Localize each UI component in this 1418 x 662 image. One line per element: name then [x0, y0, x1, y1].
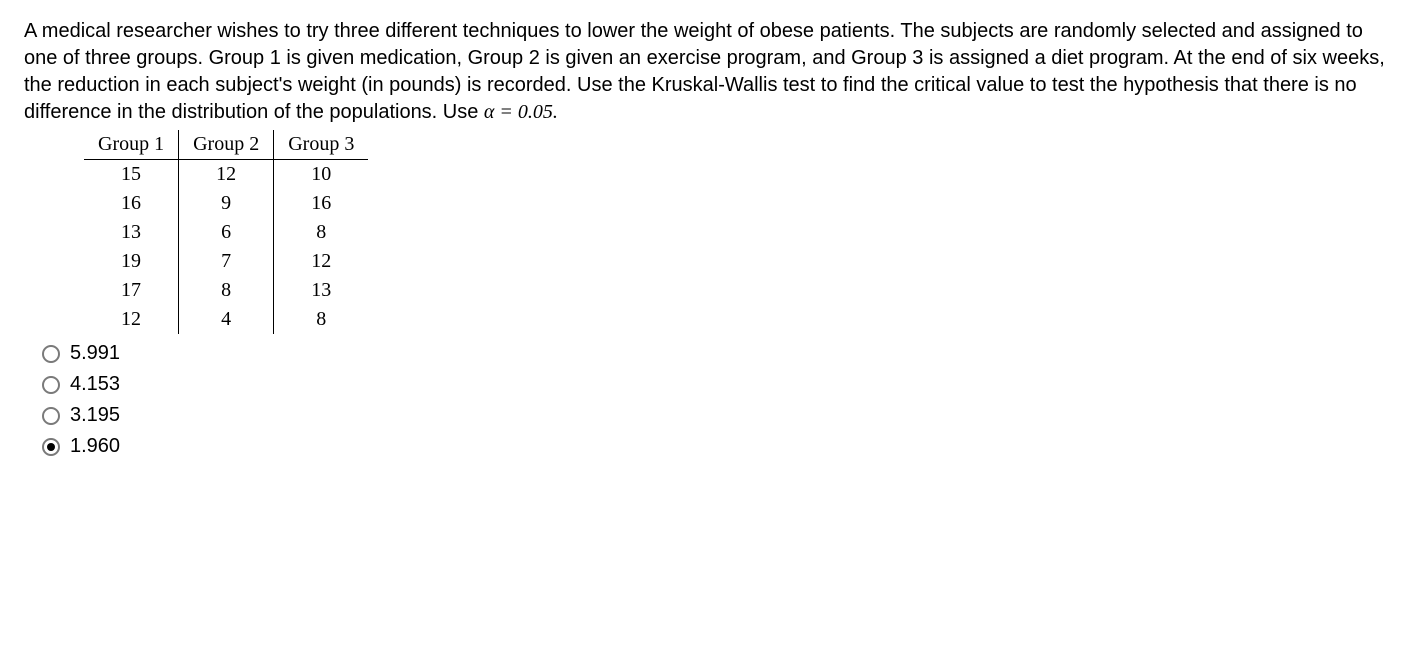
option-2[interactable]: 4.153: [42, 371, 1394, 398]
option-label: 5.991: [70, 340, 120, 367]
table-row: 16 9 16: [84, 189, 368, 218]
data-table: Group 1 Group 2 Group 3 15 12 10 16 9 16…: [84, 130, 368, 334]
option-3[interactable]: 3.195: [42, 402, 1394, 429]
option-label: 4.153: [70, 371, 120, 398]
table-row: 19 7 12: [84, 247, 368, 276]
radio-icon[interactable]: [42, 376, 60, 394]
option-label: 3.195: [70, 402, 120, 429]
table-body: 15 12 10 16 9 16 13 6 8 19 7 12 17 8 13 …: [84, 160, 368, 335]
table-row: 12 4 8: [84, 305, 368, 334]
option-4[interactable]: 1.960: [42, 433, 1394, 460]
option-label: 1.960: [70, 433, 120, 460]
answer-options: 5.991 4.153 3.195 1.960: [42, 340, 1394, 460]
radio-icon[interactable]: [42, 438, 60, 456]
radio-icon[interactable]: [42, 345, 60, 363]
col-header: Group 2: [179, 130, 274, 160]
alpha-expression: α = 0.05.: [484, 101, 558, 123]
radio-icon[interactable]: [42, 407, 60, 425]
col-header: Group 3: [274, 130, 369, 160]
table-row: 17 8 13: [84, 276, 368, 305]
question-body: A medical researcher wishes to try three…: [24, 20, 1385, 123]
question-text: A medical researcher wishes to try three…: [24, 18, 1394, 126]
table-header-row: Group 1 Group 2 Group 3: [84, 130, 368, 160]
table-row: 13 6 8: [84, 218, 368, 247]
option-1[interactable]: 5.991: [42, 340, 1394, 367]
table-row: 15 12 10: [84, 160, 368, 190]
col-header: Group 1: [84, 130, 179, 160]
